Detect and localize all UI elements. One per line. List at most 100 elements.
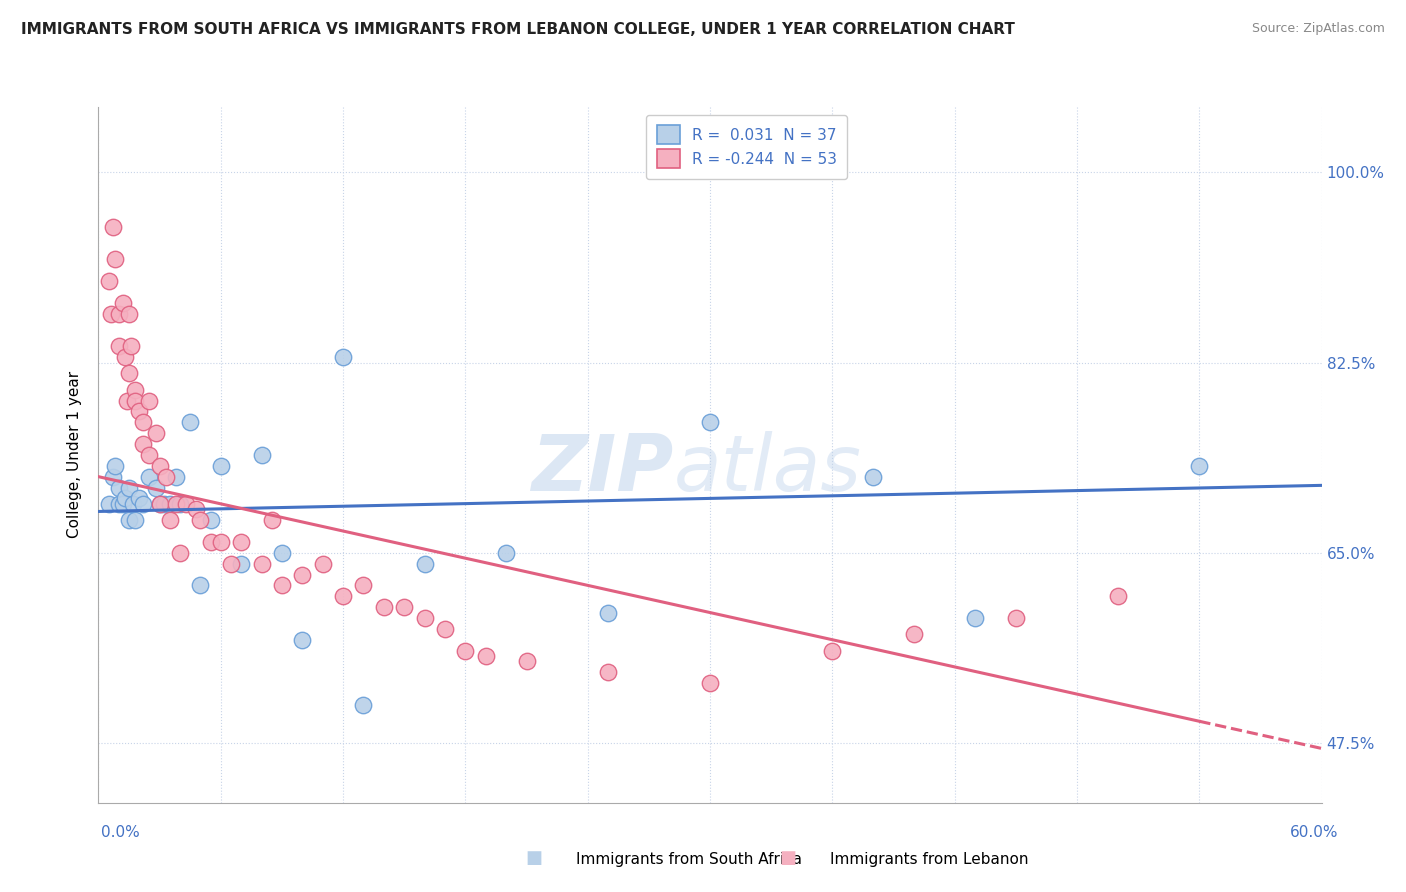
Point [332,589,354,603]
Point [120,339,142,353]
Text: Immigrants from Lebanon: Immigrants from Lebanon [830,852,1028,867]
Point [169,497,191,511]
Point [122,497,145,511]
Point [200,513,222,527]
Point [392,600,416,615]
Point [413,557,436,571]
Point [145,481,167,495]
Point [862,469,884,483]
Point [598,665,620,680]
Point [179,415,201,429]
Text: atlas: atlas [673,431,862,507]
Point [699,676,721,690]
Point [434,622,457,636]
Point [413,611,436,625]
Point [114,350,136,364]
Point [149,497,172,511]
Point [138,469,160,483]
Point [965,611,987,625]
Point [101,469,124,483]
Point [132,497,155,511]
Point [1004,611,1026,625]
Text: Immigrants from South Africa: Immigrants from South Africa [576,852,803,867]
Point [270,546,294,560]
Point [97,274,120,288]
Point [118,307,141,321]
Point [1107,589,1129,603]
Point [495,546,517,560]
Point [138,393,160,408]
Point [699,415,721,429]
Y-axis label: College, Under 1 year: College, Under 1 year [67,371,83,539]
Point [145,426,167,441]
Point [165,497,187,511]
Point [270,578,294,592]
Point [188,513,212,527]
Point [97,497,120,511]
Point [250,448,273,462]
Point [352,578,374,592]
Point [111,497,134,511]
Point [821,643,844,657]
Point [124,383,146,397]
Point [174,497,197,511]
Point [291,567,314,582]
Point [231,557,253,571]
Point [373,600,395,615]
Point [260,513,283,527]
Point [104,458,127,473]
Point [209,535,232,549]
Point [474,648,498,663]
Point [169,546,191,560]
Point [188,578,212,592]
Text: ■: ■ [526,849,543,867]
Point [132,415,155,429]
Point [128,491,150,506]
Point [291,632,314,647]
Point [231,535,253,549]
Text: IMMIGRANTS FROM SOUTH AFRICA VS IMMIGRANTS FROM LEBANON COLLEGE, UNDER 1 YEAR CO: IMMIGRANTS FROM SOUTH AFRICA VS IMMIGRAN… [21,22,1015,37]
Point [149,458,172,473]
Point [114,491,136,506]
Point [108,307,131,321]
Point [200,535,222,549]
Point [152,497,174,511]
Point [186,502,208,516]
Point [165,469,187,483]
Text: Source: ZipAtlas.com: Source: ZipAtlas.com [1251,22,1385,36]
Point [108,497,131,511]
Point [209,458,232,473]
Text: ■: ■ [779,849,796,867]
Point [101,219,124,234]
Legend: R =  0.031  N = 37, R = -0.244  N = 53: R = 0.031 N = 37, R = -0.244 N = 53 [645,115,848,178]
Text: 60.0%: 60.0% [1291,825,1339,840]
Point [219,557,242,571]
Point [128,404,150,418]
Point [132,437,155,451]
Point [516,655,538,669]
Point [352,698,374,712]
Point [100,307,122,321]
Point [104,252,127,267]
Point [118,513,141,527]
Point [903,627,925,641]
Text: 0.0%: 0.0% [101,825,141,840]
Point [149,497,172,511]
Point [1188,458,1211,473]
Point [159,497,181,511]
Point [124,513,146,527]
Point [598,606,620,620]
Point [124,393,146,408]
Point [118,481,141,495]
Point [155,469,177,483]
Point [115,393,138,408]
Point [138,448,160,462]
Point [250,557,273,571]
Point [159,513,181,527]
Point [118,367,141,381]
Point [111,295,134,310]
Point [108,339,131,353]
Point [454,643,477,657]
Point [312,557,335,571]
Point [108,481,131,495]
